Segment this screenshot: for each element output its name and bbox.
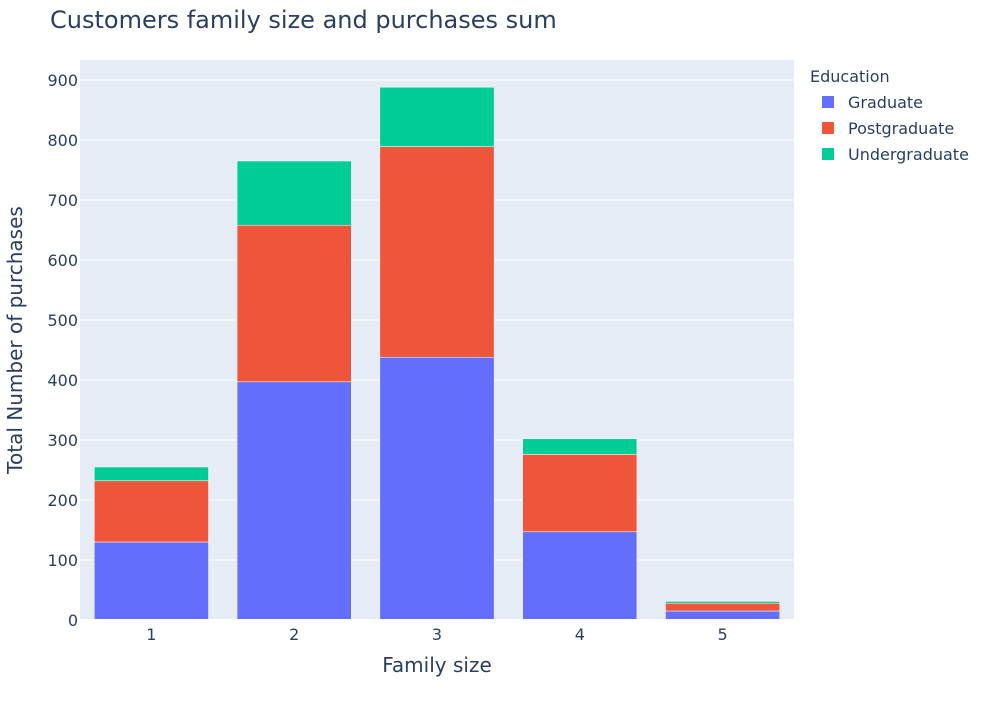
bar-undergraduate-2 — [236, 160, 352, 226]
bar-graduate-4 — [522, 531, 638, 621]
y-tick-label: 500 — [47, 311, 78, 330]
x-tick-label: 1 — [146, 625, 156, 644]
legend-swatch — [822, 122, 834, 134]
legend-item-undergraduate[interactable]: Undergraduate — [822, 145, 969, 164]
legend: Education Graduate Postgraduate Undergradua… — [810, 67, 969, 164]
legend-item-graduate[interactable]: Graduate — [822, 93, 923, 112]
bar-postgraduate-2 — [236, 224, 352, 383]
chart-title: Customers family size and purchases sum — [50, 6, 557, 34]
bar-postgraduate-1 — [94, 480, 209, 543]
legend-title: Education — [810, 67, 890, 86]
bar-undergraduate-5 — [665, 601, 780, 604]
legend-swatch — [822, 96, 834, 108]
legend-swatch — [822, 148, 834, 160]
y-tick-label: 200 — [47, 491, 78, 510]
x-tick-label: 4 — [575, 625, 585, 644]
x-tick-label: 5 — [718, 625, 728, 644]
legend-label: Graduate — [848, 93, 923, 112]
bar-undergraduate-3 — [379, 86, 495, 147]
legend-label: Undergraduate — [848, 145, 969, 164]
y-tick-label: 300 — [47, 431, 78, 450]
legend-item-postgraduate[interactable]: Postgraduate — [822, 119, 954, 138]
x-axis-title: Family size — [382, 653, 492, 677]
bar-postgraduate-5 — [665, 602, 780, 612]
bar-graduate-1 — [94, 541, 209, 621]
x-tick-label: 2 — [289, 625, 299, 644]
y-tick-label: 700 — [47, 191, 78, 210]
y-tick-label: 600 — [47, 251, 78, 270]
y-tick-label: 100 — [47, 551, 78, 570]
y-tick-label: 0 — [68, 611, 78, 630]
bar-undergraduate-4 — [522, 438, 638, 455]
bar-graduate-2 — [236, 381, 352, 621]
y-axis-title: Total Number of purchases — [3, 206, 27, 475]
y-tick-label: 800 — [47, 131, 78, 150]
y-tick-label: 400 — [47, 371, 78, 390]
bar-postgraduate-3 — [379, 146, 495, 358]
bar-undergraduate-1 — [94, 466, 209, 482]
y-tick-label: 900 — [47, 71, 78, 90]
bar-postgraduate-4 — [522, 454, 638, 533]
bar-graduate-3 — [379, 356, 495, 621]
legend-label: Postgraduate — [848, 119, 954, 138]
x-tick-label: 3 — [432, 625, 442, 644]
bar-graduate-5 — [665, 610, 780, 621]
